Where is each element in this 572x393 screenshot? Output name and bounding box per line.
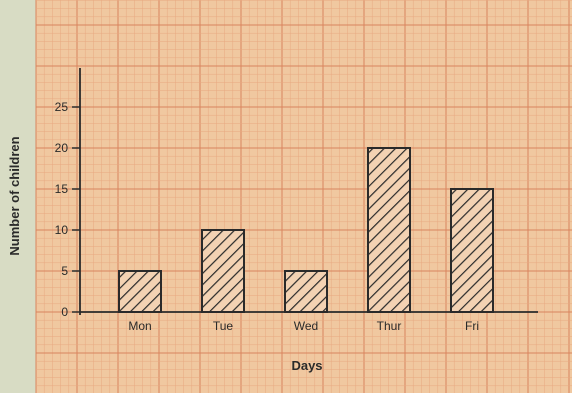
y-tick-labels: 0 5 10 15 20 25 — [55, 100, 69, 319]
y-tick-label: 15 — [55, 182, 69, 196]
x-tick-label: Tue — [213, 319, 234, 333]
x-tick-label: Fri — [465, 319, 479, 333]
bar-fri — [450, 188, 494, 313]
x-axis-label: Days — [291, 358, 322, 373]
x-tick-label: Wed — [294, 319, 318, 333]
y-tick-label: 5 — [61, 264, 68, 278]
bar-wed — [284, 270, 328, 313]
y-tick-label: 25 — [55, 100, 69, 114]
bar-tue — [201, 229, 245, 313]
bar-mon — [118, 270, 162, 313]
y-tick-label: 10 — [55, 223, 69, 237]
x-tick-label: Thur — [377, 319, 402, 333]
y-axis-label: Number of children — [7, 136, 22, 255]
x-tick-labels: Mon Tue Wed Thur Fri — [128, 319, 479, 333]
y-tick-label: 0 — [61, 305, 68, 319]
bar-thur — [367, 147, 411, 313]
axes — [72, 68, 538, 315]
y-tick-label: 20 — [55, 141, 69, 155]
x-tick-label: Mon — [128, 319, 151, 333]
